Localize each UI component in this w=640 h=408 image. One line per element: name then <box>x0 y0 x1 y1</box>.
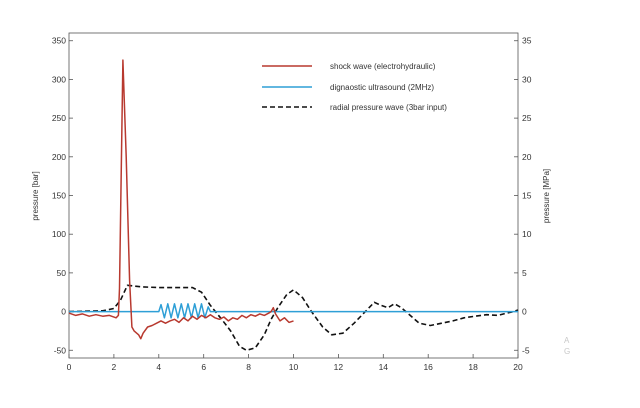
y-tick-label-right: 10 <box>522 229 532 239</box>
x-tick-label: 14 <box>379 362 389 372</box>
y-tick-label-left: -50 <box>54 345 67 355</box>
x-tick-label: 4 <box>156 362 161 372</box>
corner-mark-a: A <box>564 336 570 345</box>
series-line-0 <box>68 59 294 340</box>
legend: shock wave (electrohydraulic) dignaostic … <box>262 62 447 112</box>
x-tick-label: 6 <box>201 362 206 372</box>
y-tick-label-right: -5 <box>522 345 530 355</box>
y-axis-title-right: pressure [MPa] <box>542 169 551 223</box>
legend-label-0: shock wave (electrohydraulic) <box>330 62 436 71</box>
y-tick-label-left: 350 <box>52 36 66 46</box>
x-tick-label: 20 <box>513 362 523 372</box>
y-tick-label-left: 250 <box>52 113 66 123</box>
plot-frame <box>68 32 519 359</box>
legend-label-1: dignaostic ultrasound (2MHz) <box>330 83 434 92</box>
y-tick-label-right: 15 <box>522 191 532 201</box>
y-tick-label-right: 35 <box>522 36 532 46</box>
left-axis-ticks: -50 0 50 100 150 200 250 300 350 <box>52 36 73 355</box>
series-line-1 <box>69 303 518 319</box>
y-tick-label-right: 20 <box>522 152 532 162</box>
y-tick-label-left: 0 <box>61 307 66 317</box>
corner-mark-g: G <box>564 347 570 356</box>
y-tick-label-left: 100 <box>52 229 66 239</box>
y-tick-label-left: 300 <box>52 74 66 84</box>
legend-label-2: radial pressure wave (3bar input) <box>330 103 447 112</box>
x-tick-label: 8 <box>246 362 251 372</box>
y-tick-label-right: 5 <box>522 268 527 278</box>
y-tick-label-left: 50 <box>57 268 67 278</box>
y-tick-label-right: 30 <box>522 74 532 84</box>
x-axis-ticks: 0 2 4 6 8 10 12 14 16 18 20 <box>67 354 523 372</box>
x-tick-label: 18 <box>468 362 478 372</box>
y-tick-label-left: 200 <box>52 152 66 162</box>
series-line-2 <box>68 284 519 352</box>
y-axis-title-left: pressure [bar] <box>31 171 40 220</box>
x-tick-label: 16 <box>423 362 433 372</box>
x-tick-label: 12 <box>334 362 344 372</box>
right-axis-ticks: -5 0 5 10 15 20 25 30 35 <box>514 36 532 355</box>
y-tick-label-right: 0 <box>522 307 527 317</box>
y-tick-label-left: 150 <box>52 191 66 201</box>
x-tick-label: 2 <box>112 362 117 372</box>
y-tick-label-right: 25 <box>522 113 532 123</box>
x-tick-label: 10 <box>289 362 299 372</box>
series-lines <box>68 59 519 352</box>
x-tick-label: 0 <box>67 362 72 372</box>
